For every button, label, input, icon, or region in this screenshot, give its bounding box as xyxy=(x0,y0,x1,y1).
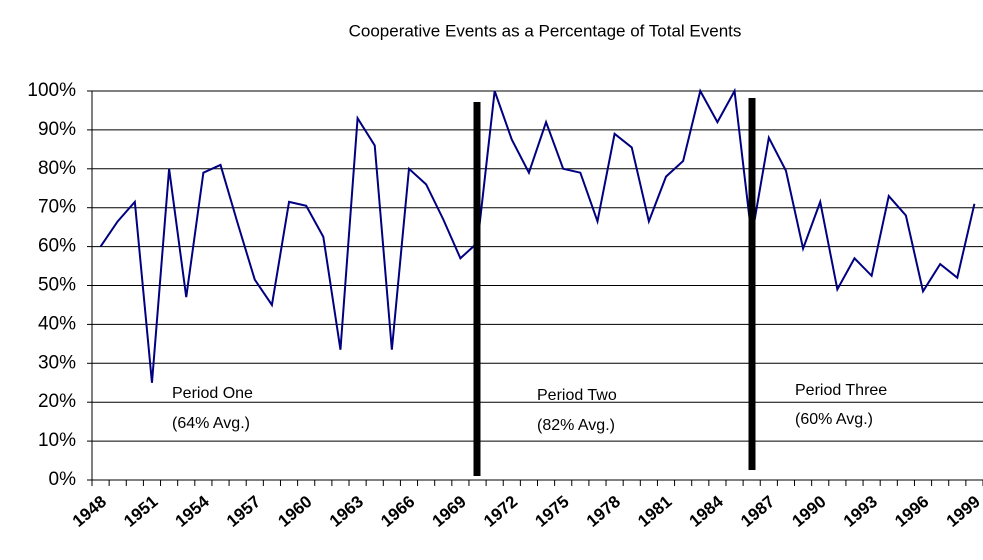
y-tick-label: 100% xyxy=(27,80,76,101)
y-tick-label: 30% xyxy=(38,352,76,373)
y-tick-label: 60% xyxy=(38,236,76,257)
annotation: Period One xyxy=(172,385,253,402)
annotation: (82% Avg.) xyxy=(537,417,615,434)
x-tick-label: 1966 xyxy=(377,492,418,531)
plot: 0% 10% 20% 30% 40% 50% 60% 70% 80% 90% 100% 1948 195… xyxy=(27,80,983,531)
x-tick-label: 1954 xyxy=(172,492,214,531)
x-tick-label: 1993 xyxy=(840,492,881,531)
x-tick-label: 1951 xyxy=(120,492,161,531)
data-line xyxy=(99,87,976,383)
x-tick-label: 1972 xyxy=(480,492,521,531)
x-tick-label: 1990 xyxy=(788,492,829,531)
y-tick-label: 70% xyxy=(38,197,76,218)
annotation: (64% Avg.) xyxy=(172,415,250,432)
y-tick-label: 0% xyxy=(49,469,77,490)
x-tick-label: 1981 xyxy=(634,492,675,531)
x-tick-label: 1987 xyxy=(737,492,778,531)
x-tick-label: 1963 xyxy=(326,492,367,531)
annotation: Period Three xyxy=(795,382,887,399)
x-tick-label: 1969 xyxy=(429,492,470,531)
x-tick-label: 1984 xyxy=(686,492,728,531)
y-tick-label: 90% xyxy=(38,119,76,140)
x-tick-label: 1996 xyxy=(891,492,932,531)
x-tick-label: 1948 xyxy=(69,492,110,531)
y-tick-label: 20% xyxy=(38,391,76,412)
y-tick-label: 40% xyxy=(38,313,76,334)
y-tick-label: 50% xyxy=(38,275,76,296)
x-tick-label: 1960 xyxy=(274,492,315,531)
chart-title: Cooperative Events as a Percentage of To… xyxy=(349,21,742,40)
x-tick-label: 1975 xyxy=(531,492,572,531)
y-tick-label: 80% xyxy=(38,158,76,179)
annotation: Period Two xyxy=(537,387,617,404)
y-tick-label: 10% xyxy=(38,430,76,451)
x-tick-label: 1957 xyxy=(223,492,264,531)
x-tick-label: 1978 xyxy=(583,492,624,531)
annotation: (60% Avg.) xyxy=(795,411,873,428)
x-tick-label: 1999 xyxy=(943,492,983,531)
